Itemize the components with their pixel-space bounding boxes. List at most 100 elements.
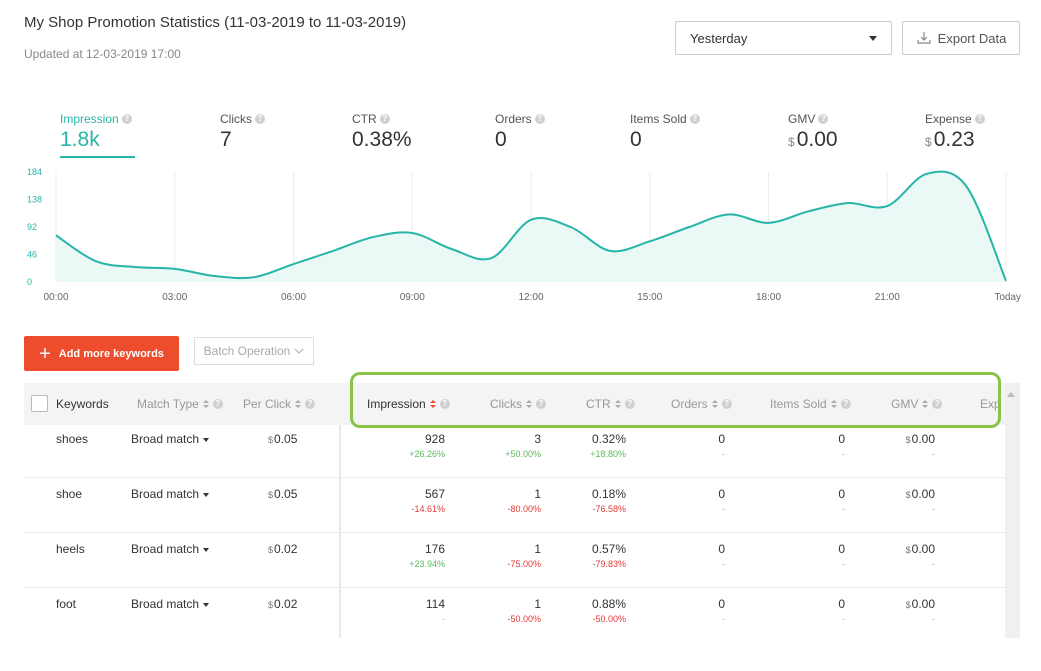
clicks-change: -50.00% xyxy=(507,614,541,624)
export-data-label: Export Data xyxy=(937,30,1007,46)
sort-icon[interactable] xyxy=(429,400,436,408)
help-icon[interactable]: ? xyxy=(255,114,265,124)
header-match-type[interactable]: Match Type? xyxy=(137,397,223,411)
x-tick-label: Today xyxy=(994,292,1021,303)
items-sold-change: - xyxy=(842,614,845,624)
highlight-annotation-box xyxy=(350,372,1001,428)
ctr-cell: 0.18% xyxy=(591,487,626,501)
header-expense[interactable]: Exp xyxy=(980,397,1001,411)
orders-change: - xyxy=(722,449,725,459)
items-sold-change: - xyxy=(842,504,845,514)
per-click-cell[interactable]: $0.02 xyxy=(268,542,298,556)
chevron-down-icon xyxy=(203,492,210,497)
impression-cell: 176 xyxy=(424,542,445,556)
header-impression[interactable]: Impression? xyxy=(367,397,450,411)
per-click-cell[interactable]: $0.05 xyxy=(268,487,298,501)
clicks-change: +50.00% xyxy=(505,449,541,459)
per-click-cell[interactable]: $0.05 xyxy=(268,432,298,446)
orders-change: - xyxy=(722,504,725,514)
clicks-cell: 1 xyxy=(534,597,541,611)
x-tick-label: 15:00 xyxy=(637,292,662,303)
keyword-cell: shoes xyxy=(56,432,89,446)
metric-value: 0 xyxy=(630,128,642,151)
header-orders[interactable]: Orders? xyxy=(671,397,732,411)
period-select[interactable]: Yesterday xyxy=(675,21,892,55)
export-data-button[interactable]: Export Data xyxy=(902,21,1020,55)
metric-value: 7 xyxy=(220,128,232,151)
add-keywords-button[interactable]: + Add more keywords xyxy=(24,336,179,371)
select-all-checkbox[interactable] xyxy=(31,395,48,412)
header-ctr[interactable]: CTR? xyxy=(586,397,635,411)
per-click-cell[interactable]: $0.02 xyxy=(268,597,298,611)
scroll-up-icon[interactable] xyxy=(1007,392,1015,397)
currency-symbol: $ xyxy=(268,435,274,445)
help-icon[interactable]: ? xyxy=(974,114,985,124)
match-type-dropdown[interactable]: Broad match xyxy=(131,487,210,501)
y-tick-label: 92 xyxy=(27,222,37,232)
sort-icon[interactable] xyxy=(711,400,718,408)
items-sold-change: - xyxy=(842,449,845,459)
sort-icon[interactable] xyxy=(295,400,302,408)
currency-symbol: $ xyxy=(905,435,911,445)
metric-expense[interactable]: Expense? $0.23 xyxy=(925,112,985,152)
x-tick-label: 18:00 xyxy=(756,292,781,303)
match-type-dropdown[interactable]: Broad match xyxy=(131,597,210,611)
sort-icon[interactable] xyxy=(526,400,532,408)
help-icon[interactable]: ? xyxy=(818,114,829,124)
batch-operation-dropdown[interactable]: Batch Operation xyxy=(194,337,314,365)
chevron-down-icon xyxy=(869,35,877,41)
help-icon[interactable]: ? xyxy=(932,399,943,409)
currency-symbol: $ xyxy=(268,490,274,500)
help-icon[interactable]: ? xyxy=(121,114,132,124)
items-sold-cell: 0 xyxy=(838,432,845,446)
clicks-cell: 1 xyxy=(534,542,541,556)
metric-orders[interactable]: Orders? 0 xyxy=(495,112,545,152)
metric-label: CTR? xyxy=(352,112,412,126)
help-icon[interactable]: ? xyxy=(534,114,545,124)
header-items-sold[interactable]: Items Sold? xyxy=(770,397,851,411)
gmv-change: - xyxy=(932,559,935,569)
row-divider xyxy=(24,532,1005,533)
metric-label: Clicks? xyxy=(220,112,265,126)
metric-ctr[interactable]: CTR? 0.38% xyxy=(352,112,412,152)
series-area xyxy=(56,171,1006,282)
metric-impression[interactable]: Impression? 1.8k xyxy=(60,112,132,152)
sort-icon[interactable] xyxy=(830,400,837,408)
help-icon[interactable]: ? xyxy=(536,399,546,409)
help-icon[interactable]: ? xyxy=(689,114,700,124)
sort-icon[interactable] xyxy=(614,400,621,408)
metric-value: 1.8k xyxy=(60,128,100,151)
help-icon[interactable]: ? xyxy=(439,399,450,409)
impression-cell: 567 xyxy=(424,487,445,501)
sort-icon[interactable] xyxy=(202,400,209,408)
chevron-down-icon xyxy=(203,437,210,442)
help-icon[interactable]: ? xyxy=(840,399,851,409)
metric-clicks[interactable]: Clicks? 7 xyxy=(220,112,265,152)
impression-change: -14.61% xyxy=(411,504,445,514)
help-icon[interactable]: ? xyxy=(305,399,316,409)
match-type-dropdown[interactable]: Broad match xyxy=(131,432,210,446)
horizontal-scroll-area[interactable] xyxy=(1005,383,1020,638)
match-type-label: Broad match xyxy=(131,542,200,556)
help-icon[interactable]: ? xyxy=(624,399,635,409)
add-keywords-label: Add more keywords xyxy=(58,347,164,360)
help-icon[interactable]: ? xyxy=(379,114,390,124)
metric-gmv[interactable]: GMV? $0.00 xyxy=(788,112,838,152)
header-clicks[interactable]: Clicks? xyxy=(490,397,546,411)
metric-items-sold[interactable]: Items Sold? 0 xyxy=(630,112,700,152)
x-tick-label: 06:00 xyxy=(281,292,306,303)
header-per-click[interactable]: Per Click? xyxy=(243,397,316,411)
match-type-dropdown[interactable]: Broad match xyxy=(131,542,210,556)
header-keywords: Keywords xyxy=(56,397,109,411)
plus-icon: + xyxy=(39,342,51,365)
help-icon[interactable]: ? xyxy=(212,399,223,409)
match-type-label: Broad match xyxy=(131,487,200,501)
sort-icon[interactable] xyxy=(922,400,929,408)
keyword-cell: heels xyxy=(56,542,85,556)
chevron-down-icon xyxy=(203,547,210,552)
ctr-change: -79.83% xyxy=(592,559,626,569)
header-gmv[interactable]: GMV? xyxy=(891,397,943,411)
help-icon[interactable]: ? xyxy=(721,399,732,409)
metric-label: Items Sold? xyxy=(630,112,700,126)
metric-value: 0.38% xyxy=(352,128,412,151)
